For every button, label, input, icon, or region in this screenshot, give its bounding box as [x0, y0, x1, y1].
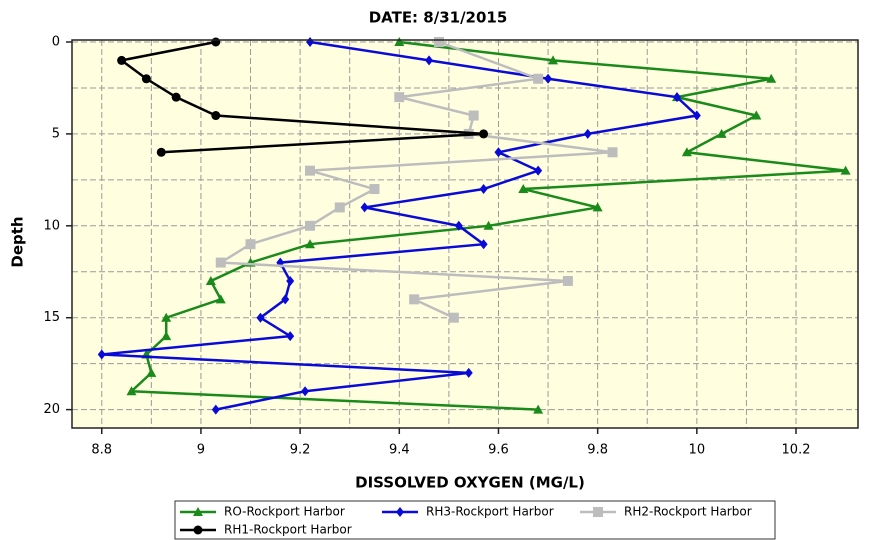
marker	[479, 184, 488, 195]
marker	[533, 404, 544, 414]
marker	[286, 275, 295, 286]
x-tick-label: 9.2	[290, 443, 311, 458]
marker	[494, 147, 503, 158]
marker	[305, 239, 316, 249]
marker	[334, 202, 345, 213]
marker	[286, 331, 295, 342]
marker	[305, 165, 316, 176]
marker	[479, 239, 488, 250]
y-tick-label: 10	[43, 218, 60, 233]
marker	[97, 349, 106, 360]
marker	[193, 507, 203, 516]
marker	[369, 184, 380, 195]
marker	[161, 331, 172, 341]
plot-background	[72, 40, 858, 428]
legend-label: RH3-Rockport Harbor	[426, 505, 554, 519]
marker	[281, 294, 290, 305]
x-tick-label: 10.2	[782, 443, 811, 458]
marker	[205, 275, 216, 285]
marker	[211, 37, 221, 47]
marker	[161, 312, 172, 322]
marker	[211, 404, 220, 415]
marker	[425, 55, 434, 66]
marker	[672, 92, 681, 103]
marker	[562, 275, 573, 286]
marker	[394, 92, 405, 103]
marker	[409, 294, 420, 305]
legend-label: RH2-Rockport Harbor	[624, 505, 752, 519]
y-axis-label: Depth	[9, 216, 27, 267]
marker	[193, 525, 203, 535]
marker	[593, 507, 603, 517]
marker	[544, 73, 553, 84]
marker	[681, 147, 692, 157]
marker	[448, 312, 459, 323]
marker	[534, 165, 543, 176]
x-tick-label: 8.8	[91, 443, 112, 458]
marker	[394, 37, 405, 46]
marker	[751, 110, 762, 120]
marker	[533, 73, 544, 84]
marker	[146, 367, 157, 377]
marker	[692, 110, 701, 121]
marker	[396, 507, 404, 517]
x-tick-label: 9.6	[488, 443, 509, 458]
marker	[301, 386, 310, 397]
marker	[256, 312, 265, 323]
marker	[479, 129, 489, 139]
marker	[464, 367, 473, 378]
marker	[360, 202, 369, 213]
legend: RO-Rockport Harbor RH3-Rockport Harbor RH2…	[180, 505, 752, 537]
legend-box	[174, 500, 776, 540]
x-axis-label: DISSOLVED OXYGEN (MG/L)	[355, 474, 585, 492]
marker	[548, 55, 559, 65]
y-tick-label: 15	[43, 310, 60, 325]
marker	[305, 220, 316, 231]
marker	[518, 184, 529, 194]
legend-label: RO-Rockport Harbor	[224, 505, 345, 519]
marker	[245, 239, 256, 250]
x-tick-label: 10	[689, 443, 706, 458]
marker	[117, 55, 127, 65]
marker	[454, 220, 463, 231]
chart-title: DATE: 8/31/2015	[369, 9, 508, 27]
marker	[766, 73, 777, 83]
marker	[607, 147, 618, 158]
marker	[215, 257, 226, 268]
marker	[215, 294, 226, 304]
marks	[97, 37, 851, 415]
marker	[468, 110, 479, 121]
y-tick-label: 0	[52, 35, 60, 50]
marker	[592, 202, 603, 212]
marker	[716, 128, 727, 138]
marker	[433, 37, 444, 47]
x-tick-label: 9.8	[587, 443, 608, 458]
y-tick-label: 20	[43, 402, 60, 417]
marker	[141, 74, 151, 84]
y-tick-label: 5	[52, 126, 60, 141]
plot-border	[71, 39, 859, 429]
marker	[171, 92, 181, 102]
marker	[211, 111, 221, 121]
marker	[840, 165, 851, 175]
legend-label: RH1-Rockport Harbor	[224, 523, 352, 537]
marker	[126, 386, 137, 396]
marker	[583, 128, 592, 139]
marker	[156, 147, 166, 157]
x-tick-label: 9.4	[389, 443, 410, 458]
marker	[483, 220, 494, 230]
x-tick-label: 9	[197, 443, 205, 458]
